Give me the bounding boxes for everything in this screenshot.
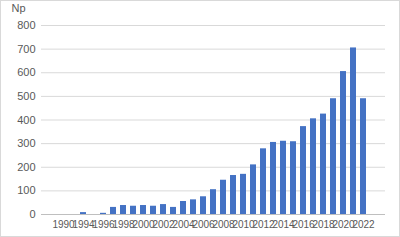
svg-text:2010: 2010 [232,218,255,230]
svg-text:2012: 2012 [252,218,275,230]
svg-text:2020: 2020 [332,218,355,230]
svg-text:300: 300 [17,137,35,149]
svg-text:700: 700 [17,43,35,55]
svg-text:100: 100 [17,184,35,196]
svg-text:2000: 2000 [132,218,155,230]
svg-text:2004: 2004 [172,218,195,230]
svg-text:1998: 1998 [112,218,135,230]
svg-text:1996: 1996 [92,218,115,230]
svg-text:600: 600 [17,66,35,78]
svg-text:2008: 2008 [212,218,235,230]
svg-text:400: 400 [17,114,35,126]
svg-text:2022: 2022 [352,219,375,230]
svg-text:800: 800 [17,19,35,31]
svg-text:500: 500 [17,90,35,102]
svg-text:2014: 2014 [272,218,295,230]
svg-text:2002: 2002 [152,218,175,230]
svg-text:2016: 2016 [292,218,315,230]
svg-text:2018: 2018 [312,218,335,230]
svg-text:2006: 2006 [192,218,215,230]
svg-text:1990: 1990 [52,218,75,230]
svg-text:Np: Np [12,2,26,14]
svg-text:200: 200 [17,161,35,173]
svg-text:1994: 1994 [72,218,95,230]
svg-text:0: 0 [29,208,35,220]
